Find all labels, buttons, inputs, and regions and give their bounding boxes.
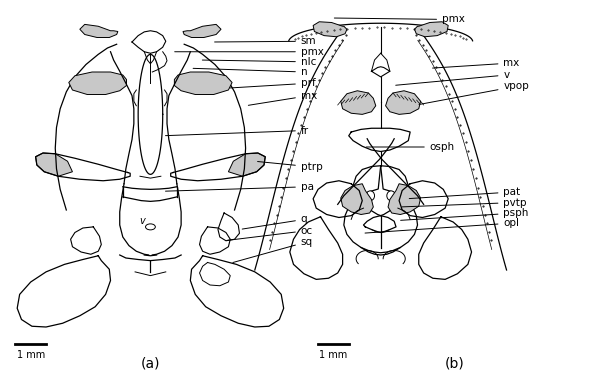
Text: sm: sm bbox=[215, 36, 316, 46]
Text: pmx: pmx bbox=[175, 47, 324, 57]
Text: fr: fr bbox=[166, 126, 309, 136]
Text: nlc: nlc bbox=[203, 57, 316, 67]
Text: mx: mx bbox=[248, 91, 317, 105]
Polygon shape bbox=[386, 91, 421, 114]
Text: q: q bbox=[242, 214, 308, 229]
Text: osph: osph bbox=[367, 142, 455, 152]
Text: mx: mx bbox=[433, 58, 519, 68]
Text: pmx: pmx bbox=[335, 15, 465, 24]
Polygon shape bbox=[183, 24, 221, 38]
Text: (b): (b) bbox=[445, 357, 464, 371]
Polygon shape bbox=[388, 184, 421, 214]
Text: sq: sq bbox=[233, 237, 313, 262]
Text: oc: oc bbox=[227, 226, 313, 240]
Text: pat: pat bbox=[410, 187, 521, 199]
Text: pvtp: pvtp bbox=[402, 198, 527, 207]
Polygon shape bbox=[313, 22, 347, 37]
Text: opl: opl bbox=[365, 218, 519, 233]
Ellipse shape bbox=[366, 191, 375, 201]
Text: (a): (a) bbox=[141, 357, 160, 371]
Text: 1 mm: 1 mm bbox=[319, 350, 348, 360]
Text: prf: prf bbox=[230, 78, 316, 88]
Polygon shape bbox=[69, 72, 126, 94]
Text: 1 mm: 1 mm bbox=[17, 350, 45, 360]
Polygon shape bbox=[341, 91, 376, 114]
Text: psph: psph bbox=[401, 208, 529, 220]
Ellipse shape bbox=[387, 191, 395, 201]
Polygon shape bbox=[414, 22, 448, 37]
Polygon shape bbox=[80, 24, 118, 38]
Text: n: n bbox=[193, 67, 308, 77]
Text: v: v bbox=[396, 70, 510, 85]
Polygon shape bbox=[341, 184, 373, 214]
Polygon shape bbox=[36, 153, 72, 176]
Polygon shape bbox=[228, 153, 265, 176]
Text: v: v bbox=[139, 216, 146, 226]
Text: vpop: vpop bbox=[419, 81, 529, 105]
Text: ptrp: ptrp bbox=[258, 162, 322, 172]
Polygon shape bbox=[174, 72, 232, 94]
Text: pa: pa bbox=[166, 182, 314, 192]
